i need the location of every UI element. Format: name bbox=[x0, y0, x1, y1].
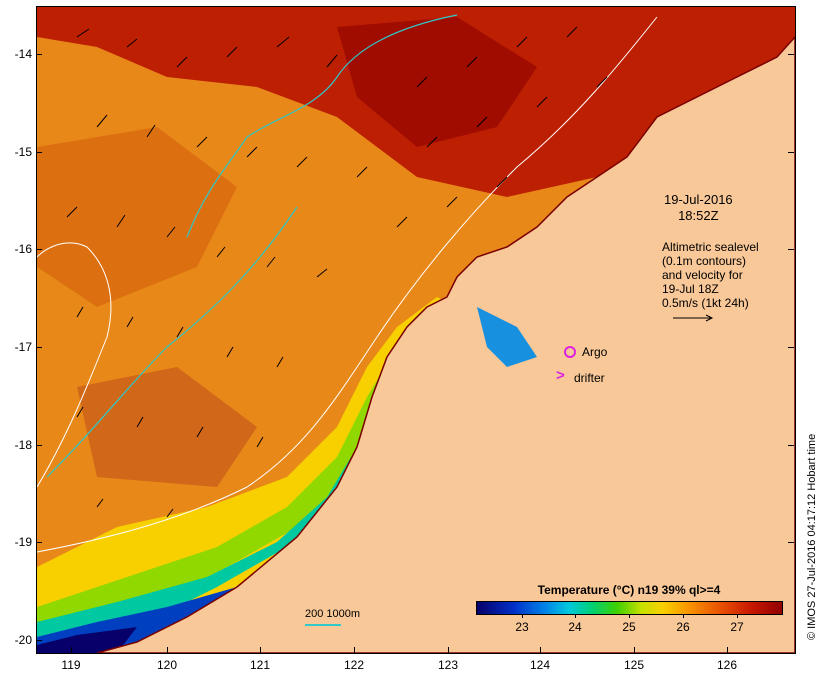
contour-legend-label: 200 1000m bbox=[305, 608, 361, 620]
lon-tick-label: 123 bbox=[437, 658, 459, 672]
argo-circle-icon bbox=[564, 346, 576, 358]
ocean-cyan-band bbox=[37, 342, 422, 653]
lat-tick-label: -18 bbox=[14, 438, 32, 452]
colorbar-tick-label: 23 bbox=[515, 620, 529, 634]
colorbar-tick-label: 27 bbox=[730, 620, 744, 634]
colorbar-tick-mark bbox=[737, 614, 738, 618]
lon-tick-label: 119 bbox=[61, 658, 81, 672]
lon-tick-label: 125 bbox=[623, 658, 645, 672]
altimetry-note-line: and velocity for bbox=[662, 268, 743, 282]
lat-tick-label: -16 bbox=[14, 242, 32, 256]
colorbar-tick-mark bbox=[683, 614, 684, 618]
ocean-mid-patch-south bbox=[77, 367, 257, 487]
lon-tick-mark bbox=[634, 647, 635, 653]
king-sound-bay bbox=[477, 307, 537, 367]
argo-legend-label: Argo bbox=[582, 345, 608, 359]
lat-tick-mark bbox=[36, 347, 42, 348]
contour-legend-swatch bbox=[305, 624, 341, 626]
sst-map-canvas bbox=[37, 7, 795, 653]
lat-tick-mark bbox=[36, 542, 42, 543]
lat-tick-mark bbox=[788, 54, 794, 55]
ocean-coldest-band bbox=[37, 627, 137, 653]
lat-tick-mark bbox=[788, 152, 794, 153]
lat-tick-mark bbox=[788, 445, 794, 446]
image-date-day: 19-Jul-2016 bbox=[664, 192, 733, 207]
colorbar-tick-mark bbox=[522, 614, 523, 618]
image-date-time: 18:52Z bbox=[678, 208, 719, 223]
lon-tick-label: 122 bbox=[343, 658, 365, 672]
lon-tick-mark bbox=[260, 647, 261, 653]
altimetry-note: Altimetric sealevel (0.1m contours) and … bbox=[662, 240, 759, 310]
lat-tick-mark bbox=[788, 347, 794, 348]
lat-tick-label: -15 bbox=[14, 145, 32, 159]
velocity-scale-arrow-icon bbox=[673, 314, 714, 322]
contour-1000m bbox=[37, 16, 658, 553]
ocean-yellow-band bbox=[37, 297, 457, 653]
altimetry-note-line: 19-Jul 18Z bbox=[662, 282, 719, 296]
contour-200m bbox=[186, 14, 458, 238]
lat-tick-mark bbox=[36, 445, 42, 446]
colorbar-tick-mark bbox=[575, 614, 576, 618]
lon-tick-mark bbox=[167, 647, 168, 653]
lat-tick-mark bbox=[36, 54, 42, 55]
colorbar-title: Temperature (°C) n19 39% ql>=4 bbox=[537, 583, 721, 597]
imos-credit: © IMOS 27-Jul-2016 04:17:12 Hobart time bbox=[806, 433, 818, 640]
lon-tick-label: 124 bbox=[529, 658, 551, 672]
drifter-legend-label: drifter bbox=[574, 371, 605, 385]
altimetry-note-line: 0.5m/s (1kt 24h) bbox=[662, 296, 749, 310]
temperature-colorbar bbox=[476, 601, 783, 615]
altimetry-note-line: Altimetric sealevel bbox=[662, 240, 759, 254]
colorbar-tick-label: 26 bbox=[676, 620, 690, 634]
colorbar-tick-mark bbox=[629, 614, 630, 618]
contour-200m-west bbox=[46, 206, 298, 478]
lat-tick-label: -17 bbox=[14, 340, 32, 354]
lat-tick-mark bbox=[36, 152, 42, 153]
lat-tick-mark bbox=[788, 249, 794, 250]
lon-tick-mark bbox=[71, 647, 72, 653]
lon-tick-mark bbox=[448, 647, 449, 653]
colorbar-tick-label: 25 bbox=[622, 620, 636, 634]
lat-tick-mark bbox=[36, 249, 42, 250]
lon-tick-mark bbox=[727, 647, 728, 653]
lat-tick-mark bbox=[36, 640, 42, 641]
image-date: 19-Jul-2016 18:52Z bbox=[664, 192, 733, 224]
ocean-mid-patch bbox=[37, 127, 237, 307]
velocity-arrows bbox=[66, 26, 608, 518]
lon-tick-label: 120 bbox=[156, 658, 178, 672]
lon-tick-label: 126 bbox=[716, 658, 738, 672]
lat-tick-label: -19 bbox=[14, 535, 32, 549]
ocean-hot-patch bbox=[337, 17, 537, 147]
drifter-chevron-icon: > bbox=[556, 367, 565, 384]
altimetry-note-line: (0.1m contours) bbox=[662, 254, 747, 268]
lon-tick-mark bbox=[354, 647, 355, 653]
contour-1000m-west bbox=[37, 242, 112, 488]
colorbar-tick-label: 24 bbox=[568, 620, 582, 634]
lat-tick-mark bbox=[788, 542, 794, 543]
lat-tick-label: -14 bbox=[14, 47, 32, 61]
land-kimberley-coast bbox=[96, 35, 795, 653]
lon-tick-label: 121 bbox=[249, 658, 271, 672]
sst-map bbox=[36, 6, 796, 654]
lon-tick-mark bbox=[540, 647, 541, 653]
lat-tick-label: -20 bbox=[14, 633, 32, 647]
